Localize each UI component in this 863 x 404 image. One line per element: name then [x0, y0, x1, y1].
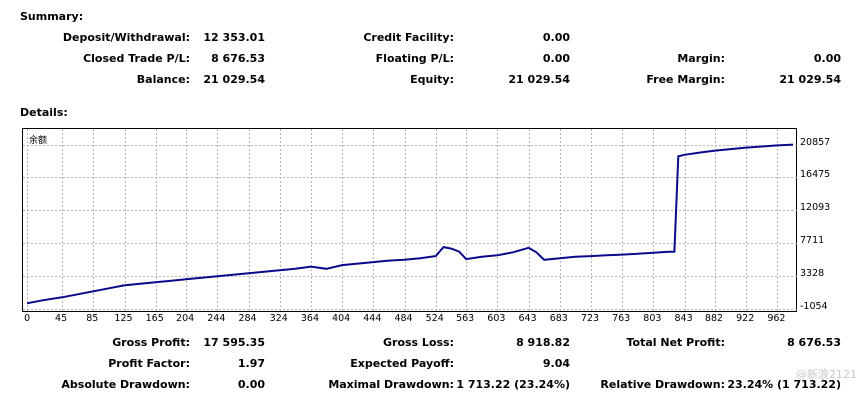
relative-drawdown-value: 23.24% (1 713.22) [727, 378, 841, 391]
relative-drawdown-label: Relative Drawdown: [600, 378, 725, 391]
gross-loss-value: 8 918.82 [516, 336, 570, 349]
deposit-withdrawal-value: 12 353.01 [203, 31, 265, 44]
maximal-drawdown-value: 1 713.22 (23.24%) [456, 378, 570, 391]
closed-trade-pl-value: 8 676.53 [211, 52, 265, 65]
x-tick-label: 0 [24, 313, 31, 324]
x-tick-label: 563 [456, 313, 475, 324]
x-tick-label: 125 [114, 313, 133, 324]
expected-payoff-value: 9.04 [542, 357, 570, 370]
credit-facility-label: Credit Facility: [363, 31, 454, 44]
absolute-drawdown-value: 0.00 [237, 378, 265, 391]
equity-label: Equity: [410, 73, 454, 86]
x-tick-label: 45 [55, 313, 68, 324]
gross-profit-value: 17 595.35 [203, 336, 265, 349]
x-tick-label: 85 [86, 313, 99, 324]
margin-value: 0.00 [813, 52, 841, 65]
x-tick-label: 284 [238, 313, 257, 324]
deposit-withdrawal-label: Deposit/Withdrawal: [62, 31, 190, 44]
profit-factor-value: 1.97 [237, 357, 265, 370]
x-tick-label: 165 [145, 313, 164, 324]
x-tick-label: 444 [363, 313, 382, 324]
x-tick-label: 524 [425, 313, 444, 324]
balance-label: Balance: [136, 73, 190, 86]
x-tick-label: 404 [332, 313, 351, 324]
gross-profit-label: Gross Profit: [112, 336, 190, 349]
y-tick-label: 16475 [800, 169, 831, 181]
x-tick-label: 843 [674, 313, 693, 324]
free-margin-value: 21 029.54 [779, 73, 841, 86]
profit-factor-label: Profit Factor: [108, 357, 190, 370]
balance-value: 21 029.54 [203, 73, 265, 86]
floating-pl-label: Floating P/L: [375, 52, 454, 65]
closed-trade-pl-label: Closed Trade P/L: [83, 52, 190, 65]
y-tick-label: 7711 [800, 235, 825, 247]
x-tick-label: 962 [767, 313, 786, 324]
x-tick-label: 364 [300, 313, 319, 324]
x-tick-label: 763 [612, 313, 631, 324]
balance-chart-svg: 余额 [23, 129, 798, 313]
margin-label: Margin: [677, 52, 725, 65]
balance-chart: 余额 [22, 128, 798, 313]
equity-value: 21 029.54 [508, 73, 570, 86]
y-tick-label: 3328 [800, 268, 825, 280]
x-tick-label: 603 [487, 313, 506, 324]
y-tick-label: -1054 [800, 301, 828, 312]
floating-pl-value: 0.00 [542, 52, 570, 65]
x-tick-label: 643 [518, 313, 537, 324]
x-tick-label: 683 [549, 313, 568, 324]
absolute-drawdown-label: Absolute Drawdown: [61, 378, 190, 391]
x-tick-label: 324 [269, 313, 288, 324]
x-tick-label: 723 [580, 313, 600, 324]
x-tick-label: 204 [176, 313, 195, 324]
details-heading: Details: [20, 106, 68, 119]
x-tick-label: 882 [704, 313, 724, 324]
chart-title: 余额 [29, 134, 47, 146]
y-tick-label: 20857 [800, 136, 831, 148]
watermark: @新浪2121 [796, 368, 857, 381]
x-tick-label: 244 [207, 313, 226, 324]
x-tick-label: 484 [394, 313, 413, 324]
total-net-profit-label: Total Net Profit: [626, 336, 726, 349]
free-margin-label: Free Margin: [646, 73, 725, 86]
credit-facility-value: 0.00 [542, 31, 570, 44]
maximal-drawdown-label: Maximal Drawdown: [328, 378, 454, 391]
gross-loss-label: Gross Loss: [383, 336, 454, 349]
y-tick-label: 12093 [800, 202, 831, 214]
summary-heading: Summary: [20, 10, 84, 23]
balance-series-line [26, 143, 794, 305]
total-net-profit-value: 8 676.53 [787, 336, 841, 349]
expected-payoff-label: Expected Payoff: [350, 357, 454, 370]
x-tick-label: 922 [736, 313, 755, 324]
x-tick-label: 803 [643, 313, 662, 324]
